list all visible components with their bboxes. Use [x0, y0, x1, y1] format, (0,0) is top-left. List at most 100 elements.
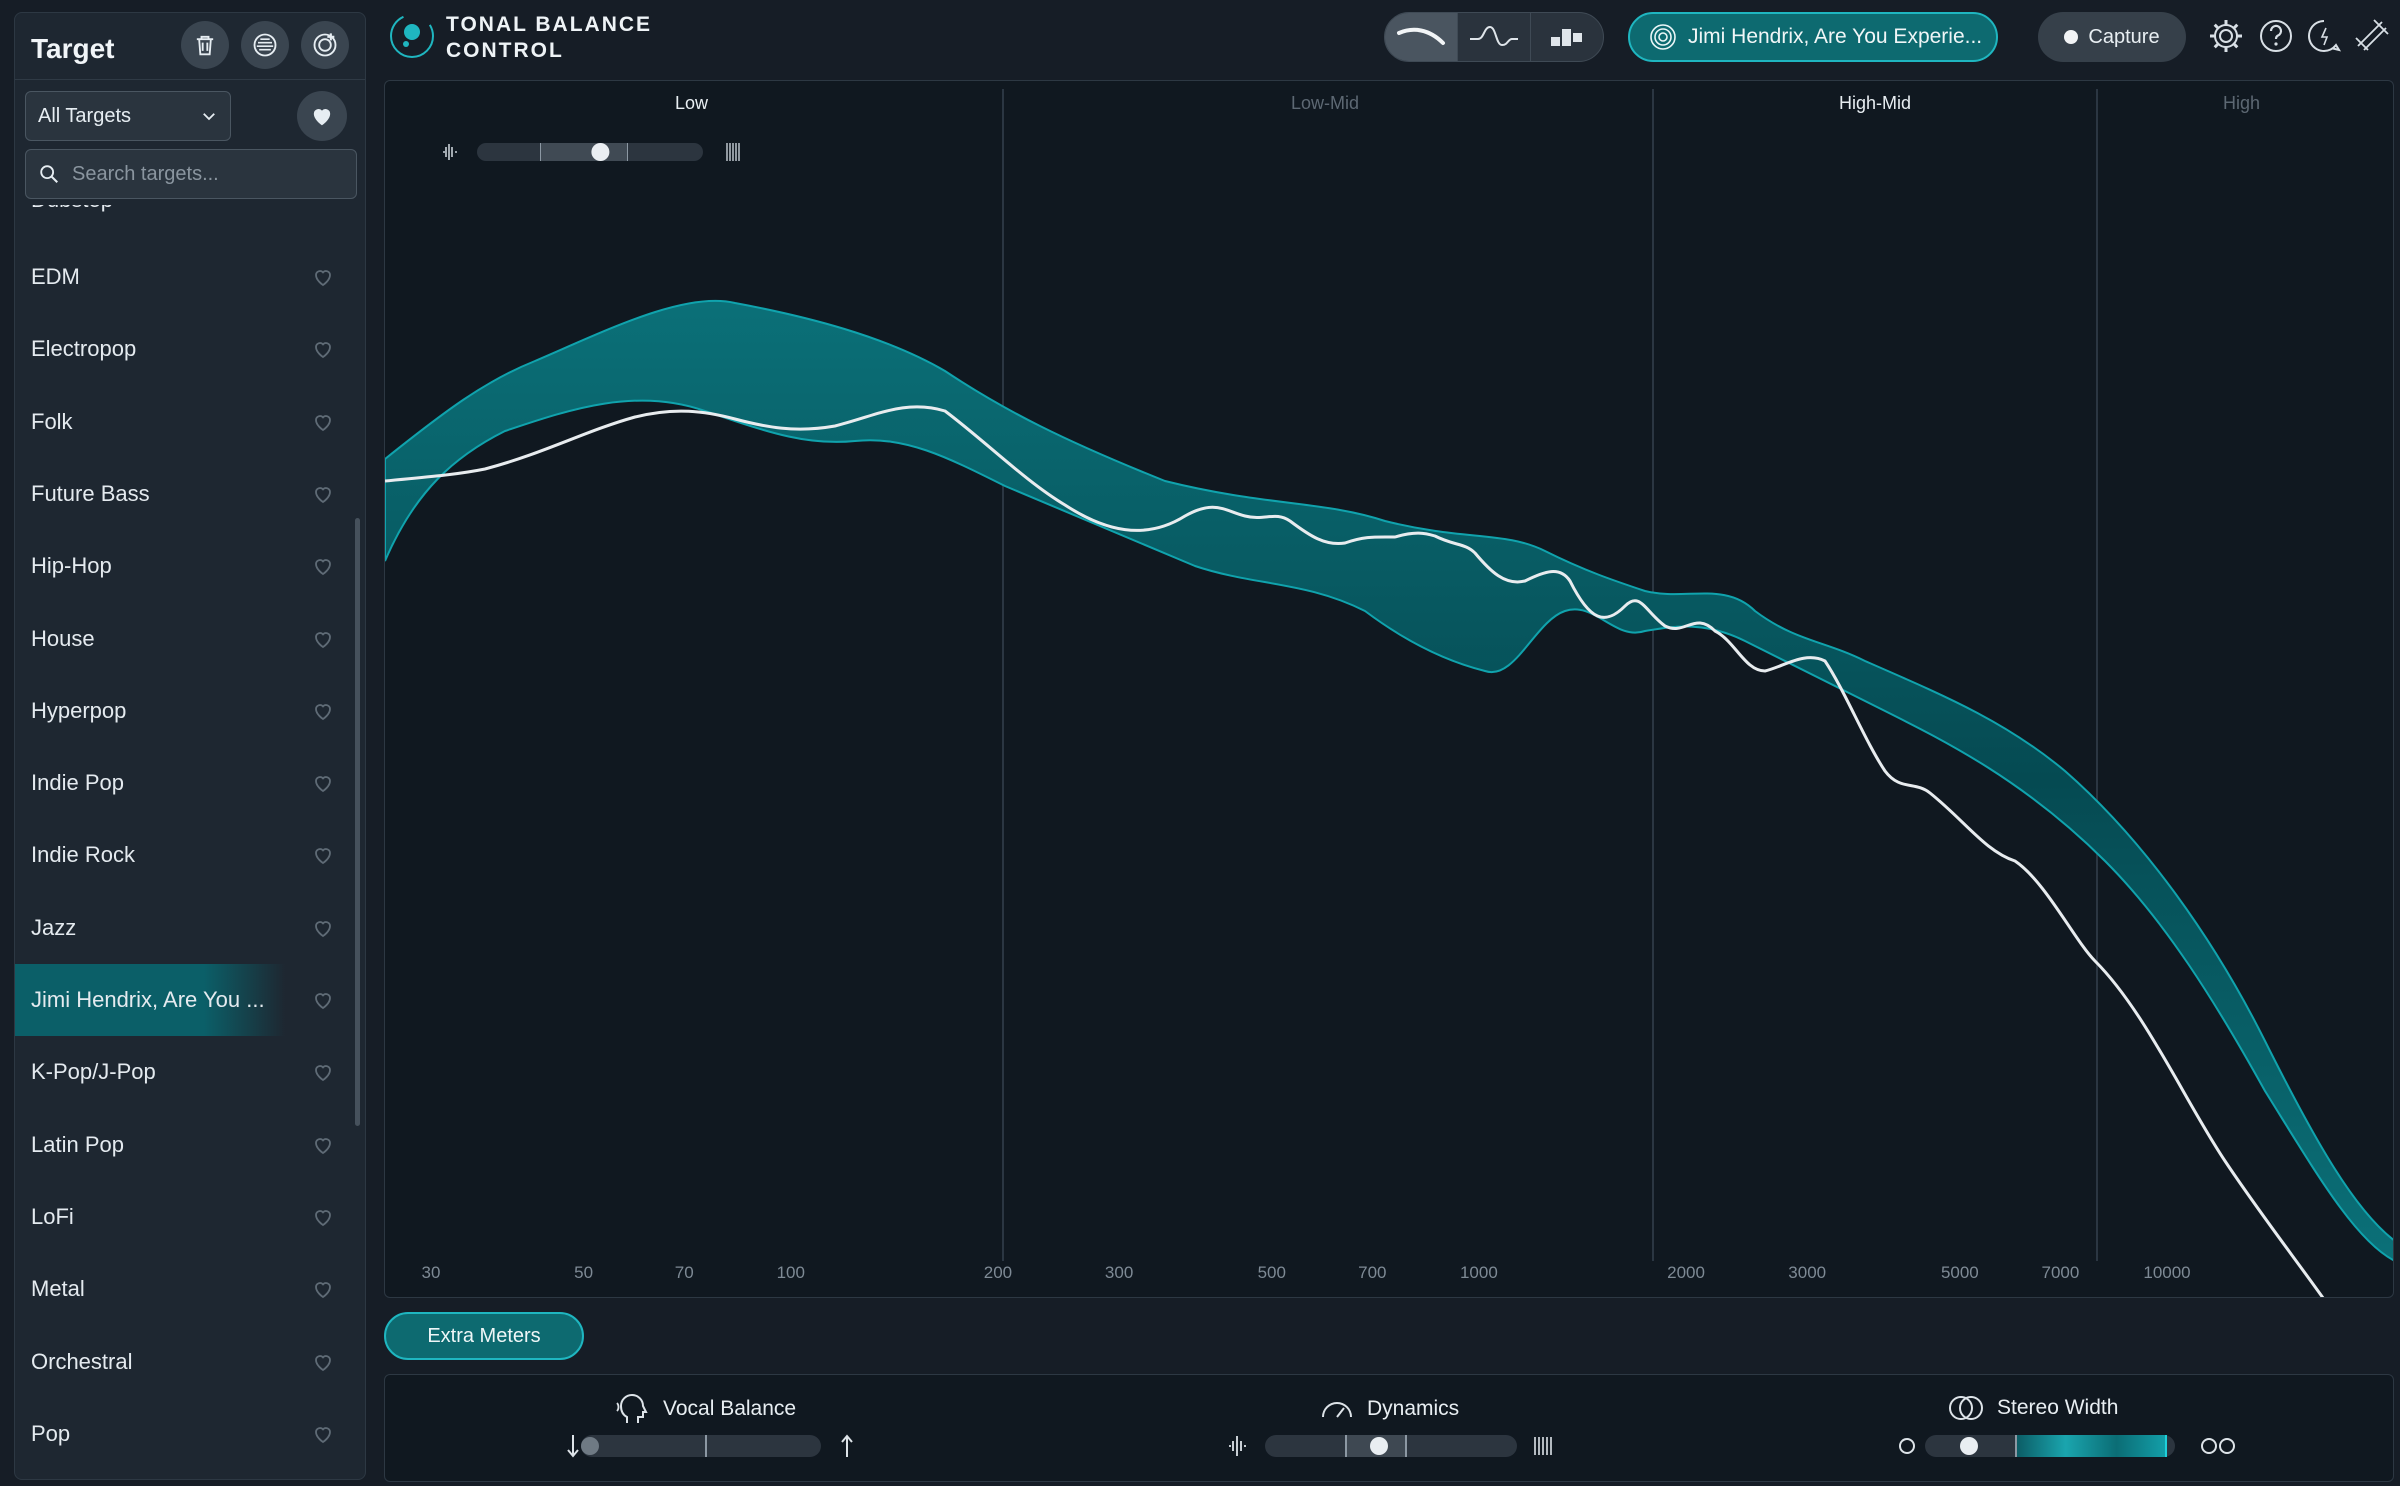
app-logo-icon — [390, 14, 434, 58]
delete-target-button[interactable] — [181, 21, 229, 69]
broadband-view-button[interactable] — [1385, 13, 1458, 61]
import-target-button[interactable] — [241, 21, 289, 69]
target-list: Dubstep EDM Electropop Folk Future Bass Hip-… — [15, 205, 355, 1477]
list-item-label: Jazz — [31, 914, 77, 940]
favorite-heart-icon[interactable] — [311, 1350, 335, 1374]
vocal-balance-knob[interactable] — [581, 1437, 599, 1455]
favorite-heart-icon[interactable] — [311, 1205, 335, 1229]
mono-circle-icon — [1899, 1438, 1915, 1454]
list-item[interactable]: House — [15, 603, 355, 675]
dynamics-range-tick — [1405, 1435, 1407, 1457]
vocal-balance-meter: Vocal Balance — [565, 1375, 855, 1483]
freq-tick-label: 2000 — [1667, 1263, 1705, 1282]
stereo-width-target-range — [2015, 1435, 2167, 1457]
app-title-line1: TONAL BALANCE — [446, 13, 653, 36]
capture-label: Capture — [2088, 25, 2160, 48]
favorite-heart-icon[interactable] — [311, 337, 335, 361]
list-item[interactable]: Jazz — [15, 892, 355, 964]
dynamics-meter: Dynamics — [1227, 1375, 1557, 1483]
list-item[interactable]: Latin Pop — [15, 1109, 355, 1181]
search-icon — [40, 165, 58, 183]
dynamics-knob[interactable] — [1370, 1437, 1389, 1455]
favorite-heart-icon[interactable] — [311, 916, 335, 940]
target-range-band — [385, 299, 2393, 1262]
list-item[interactable]: Indie Rock — [15, 819, 355, 891]
assistant-icon[interactable] — [2304, 16, 2344, 56]
favorite-heart-icon[interactable] — [311, 482, 335, 506]
freq-tick-label: 7000 — [2041, 1263, 2080, 1282]
wave-small-icon — [443, 144, 457, 160]
favorite-heart-icon[interactable] — [311, 1060, 335, 1084]
favorite-heart-icon[interactable] — [311, 265, 335, 289]
list-item-label: Indie Pop — [31, 770, 124, 796]
freq-tick-label: 1000 — [1459, 1263, 1498, 1282]
list-item[interactable]: Orchestral — [15, 1326, 355, 1398]
list-item[interactable]: Pop — [15, 1398, 355, 1470]
list-item[interactable]: Electropop — [15, 313, 355, 385]
view-mode-switch — [1384, 12, 1604, 62]
search-input[interactable] — [70, 161, 334, 187]
list-item[interactable]: Metal — [15, 1253, 355, 1325]
stereo-width-knob[interactable] — [1959, 1437, 1978, 1455]
dynamics-title: Dynamics — [1319, 1393, 1459, 1425]
gear-icon[interactable] — [2206, 16, 2246, 56]
list-item-label: Future Bass — [31, 480, 150, 506]
stereo-width-label: Stereo Width — [1997, 1396, 2119, 1419]
freq-tick-label: 3000 — [1788, 1263, 1827, 1282]
extra-meters-button[interactable]: Extra Meters — [384, 1312, 584, 1360]
favorite-heart-icon[interactable] — [311, 554, 335, 578]
active-target-label: Jimi Hendrix, Are You Experie... — [1688, 25, 1983, 48]
freq-tick-label: 50 — [574, 1263, 594, 1282]
favorite-heart-icon[interactable] — [311, 699, 335, 723]
list-item[interactable]: Jimi Hendrix, Are You ... — [15, 964, 331, 1036]
bars-view-button[interactable] — [1531, 13, 1603, 61]
active-target-button[interactable]: Jimi Hendrix, Are You Experie... — [1628, 12, 1998, 62]
favorite-heart-icon[interactable] — [311, 988, 335, 1012]
list-item[interactable]: Hyperpop — [15, 675, 355, 747]
list-item-label: K-Pop/J-Pop — [31, 1059, 156, 1085]
lines-icon — [1534, 1437, 1552, 1455]
stereo-range-tick — [2165, 1435, 2167, 1457]
band-label-low-mid: Low-Mid — [1291, 93, 1360, 113]
stereo-width-track[interactable] — [1925, 1435, 2175, 1457]
freq-tick-label: 100 — [776, 1263, 805, 1282]
wave-view-button[interactable] — [1458, 13, 1531, 61]
chevron-down-icon — [203, 113, 215, 121]
list-item[interactable]: K-Pop/J-Pop — [15, 1036, 355, 1108]
target-filter-select[interactable]: All Targets — [25, 91, 231, 141]
favorite-heart-icon[interactable] — [311, 1277, 335, 1301]
help-icon[interactable] — [2256, 16, 2296, 56]
tonal-balance-graph[interactable]: Low Low-Mid High-Mid High 30 50 70 100 200 30… — [384, 80, 2394, 1298]
capture-button[interactable]: Capture — [2038, 12, 2186, 62]
list-item-label: Orchestral — [31, 1348, 133, 1374]
connect-icon[interactable] — [2352, 16, 2392, 56]
favorite-heart-icon[interactable] — [311, 1422, 335, 1446]
list-item[interactable]: Folk — [15, 386, 355, 458]
favorites-filter-button[interactable] — [297, 91, 347, 141]
stereo-width-meter: Stereo Width — [1897, 1375, 2237, 1483]
trash-icon — [196, 35, 214, 56]
smoothing-slider-graphic — [443, 143, 740, 161]
list-item-label: Latin Pop — [31, 1131, 124, 1157]
list-item[interactable]: Indie Pop — [15, 747, 355, 819]
add-target-button[interactable] — [301, 21, 349, 69]
search-field[interactable] — [25, 149, 357, 199]
blocks-icon — [1551, 29, 1582, 46]
favorite-heart-icon[interactable] — [311, 1133, 335, 1157]
list-item-partial[interactable]: Dubstep — [31, 205, 113, 213]
favorite-heart-icon[interactable] — [311, 410, 335, 434]
lines-icon — [726, 143, 740, 161]
list-item[interactable]: LoFi — [15, 1181, 355, 1253]
list-item[interactable]: Future Bass — [15, 458, 355, 530]
list-item[interactable]: Hip-Hop — [15, 530, 355, 602]
vocal-balance-track[interactable] — [581, 1435, 821, 1457]
favorite-heart-icon[interactable] — [311, 771, 335, 795]
favorite-heart-icon[interactable] — [311, 843, 335, 867]
app-title-line2: CONTROL — [446, 39, 564, 62]
smoothing-slider[interactable] — [441, 137, 741, 167]
arrow-up-icon — [841, 1434, 853, 1457]
favorite-heart-icon[interactable] — [311, 627, 335, 651]
list-scrollbar[interactable] — [355, 518, 360, 1126]
dynamics-label: Dynamics — [1367, 1397, 1460, 1420]
list-item[interactable]: EDM — [15, 241, 355, 313]
